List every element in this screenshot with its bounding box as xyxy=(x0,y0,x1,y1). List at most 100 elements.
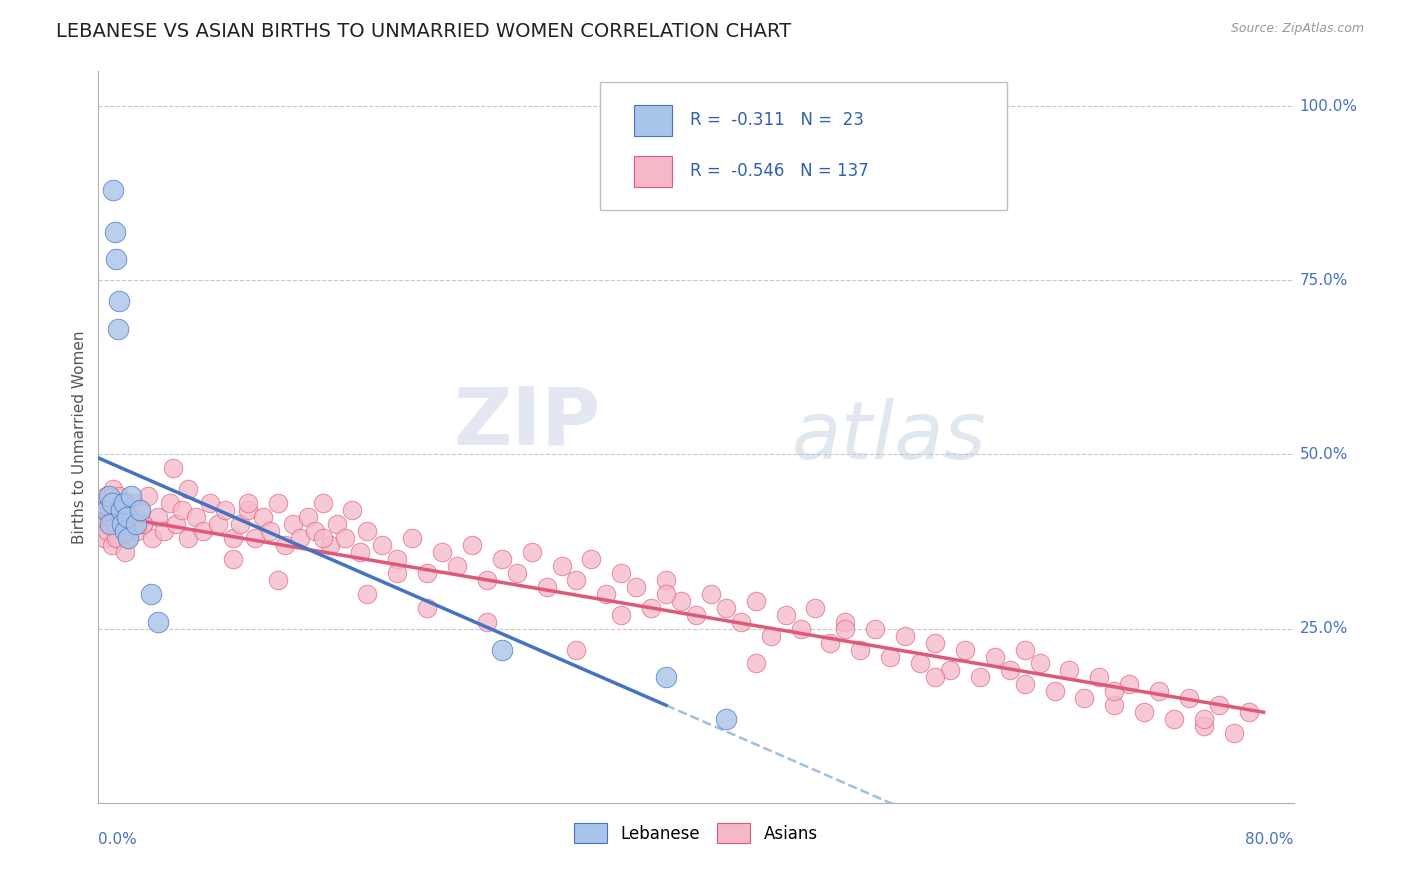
Point xyxy=(114,517,136,532)
Point xyxy=(669,594,692,608)
Point xyxy=(356,524,378,538)
Point xyxy=(640,600,662,615)
Point xyxy=(849,642,872,657)
Point xyxy=(1088,670,1111,684)
Point xyxy=(834,615,856,629)
Point xyxy=(252,510,274,524)
Point xyxy=(117,531,139,545)
Point xyxy=(416,600,439,615)
Point xyxy=(139,587,162,601)
Point xyxy=(984,649,1007,664)
Point xyxy=(1192,712,1215,726)
Text: ZIP: ZIP xyxy=(453,384,600,461)
Point xyxy=(111,524,134,538)
Point xyxy=(565,573,588,587)
Point xyxy=(184,510,207,524)
Point xyxy=(112,496,135,510)
Point xyxy=(1237,705,1260,719)
Point xyxy=(115,510,138,524)
Point xyxy=(1104,684,1126,698)
Point xyxy=(1028,657,1050,671)
Point xyxy=(259,524,281,538)
Point xyxy=(461,538,484,552)
Point xyxy=(804,600,827,615)
Point xyxy=(700,587,723,601)
Point xyxy=(333,531,356,545)
Point xyxy=(610,607,633,622)
Point xyxy=(94,503,117,517)
Point xyxy=(998,664,1021,678)
Point xyxy=(107,531,129,545)
Point xyxy=(446,558,468,573)
Y-axis label: Births to Unmarried Women: Births to Unmarried Women xyxy=(72,330,87,544)
Point xyxy=(908,657,931,671)
Point xyxy=(789,622,811,636)
Point xyxy=(655,587,678,601)
Point xyxy=(685,607,707,622)
Point xyxy=(115,503,138,517)
Point xyxy=(159,496,181,510)
Point xyxy=(165,517,187,532)
Point xyxy=(416,566,439,580)
Point xyxy=(114,524,136,538)
Point xyxy=(581,552,603,566)
Point xyxy=(105,531,128,545)
Point xyxy=(172,503,194,517)
Text: 100.0%: 100.0% xyxy=(1299,99,1358,113)
Point xyxy=(401,531,423,545)
Point xyxy=(281,517,304,532)
Point xyxy=(114,545,136,559)
Point xyxy=(112,496,135,510)
Point xyxy=(1192,719,1215,733)
Legend: Lebanese, Asians: Lebanese, Asians xyxy=(568,817,824,849)
Point xyxy=(550,558,572,573)
Point xyxy=(200,496,222,510)
Point xyxy=(655,670,678,684)
Point xyxy=(879,649,901,664)
Point xyxy=(104,225,127,239)
Point xyxy=(98,510,122,524)
Point xyxy=(90,517,112,532)
Point xyxy=(177,483,200,497)
Point xyxy=(267,496,290,510)
Point xyxy=(714,712,737,726)
Point xyxy=(96,503,118,517)
Text: 50.0%: 50.0% xyxy=(1299,447,1348,462)
Point xyxy=(356,587,378,601)
Text: 25.0%: 25.0% xyxy=(1299,621,1348,636)
Point xyxy=(103,183,125,197)
Point xyxy=(132,517,155,532)
Point xyxy=(236,503,259,517)
Point xyxy=(311,531,333,545)
Point xyxy=(236,496,259,510)
Text: atlas: atlas xyxy=(792,398,987,476)
Point xyxy=(267,573,290,587)
Point xyxy=(349,545,371,559)
Point xyxy=(132,517,155,532)
Point xyxy=(565,642,588,657)
Point xyxy=(939,664,962,678)
Text: Source: ZipAtlas.com: Source: ZipAtlas.com xyxy=(1230,22,1364,36)
Point xyxy=(1073,691,1095,706)
Point xyxy=(207,517,229,532)
Point xyxy=(1014,677,1036,691)
Point xyxy=(91,503,114,517)
Point xyxy=(520,545,543,559)
Point xyxy=(177,531,200,545)
Point xyxy=(1208,698,1230,713)
Point xyxy=(101,496,124,510)
Point xyxy=(117,531,139,545)
Point xyxy=(96,524,118,538)
Point xyxy=(245,531,267,545)
Point xyxy=(129,503,152,517)
Bar xyxy=(634,156,672,187)
Text: 80.0%: 80.0% xyxy=(1246,832,1294,847)
Point xyxy=(342,503,364,517)
Bar xyxy=(634,105,672,136)
Point xyxy=(97,489,120,503)
Point xyxy=(104,517,127,532)
Point xyxy=(222,552,245,566)
Point xyxy=(820,635,842,649)
Point xyxy=(953,642,976,657)
Point xyxy=(288,531,311,545)
